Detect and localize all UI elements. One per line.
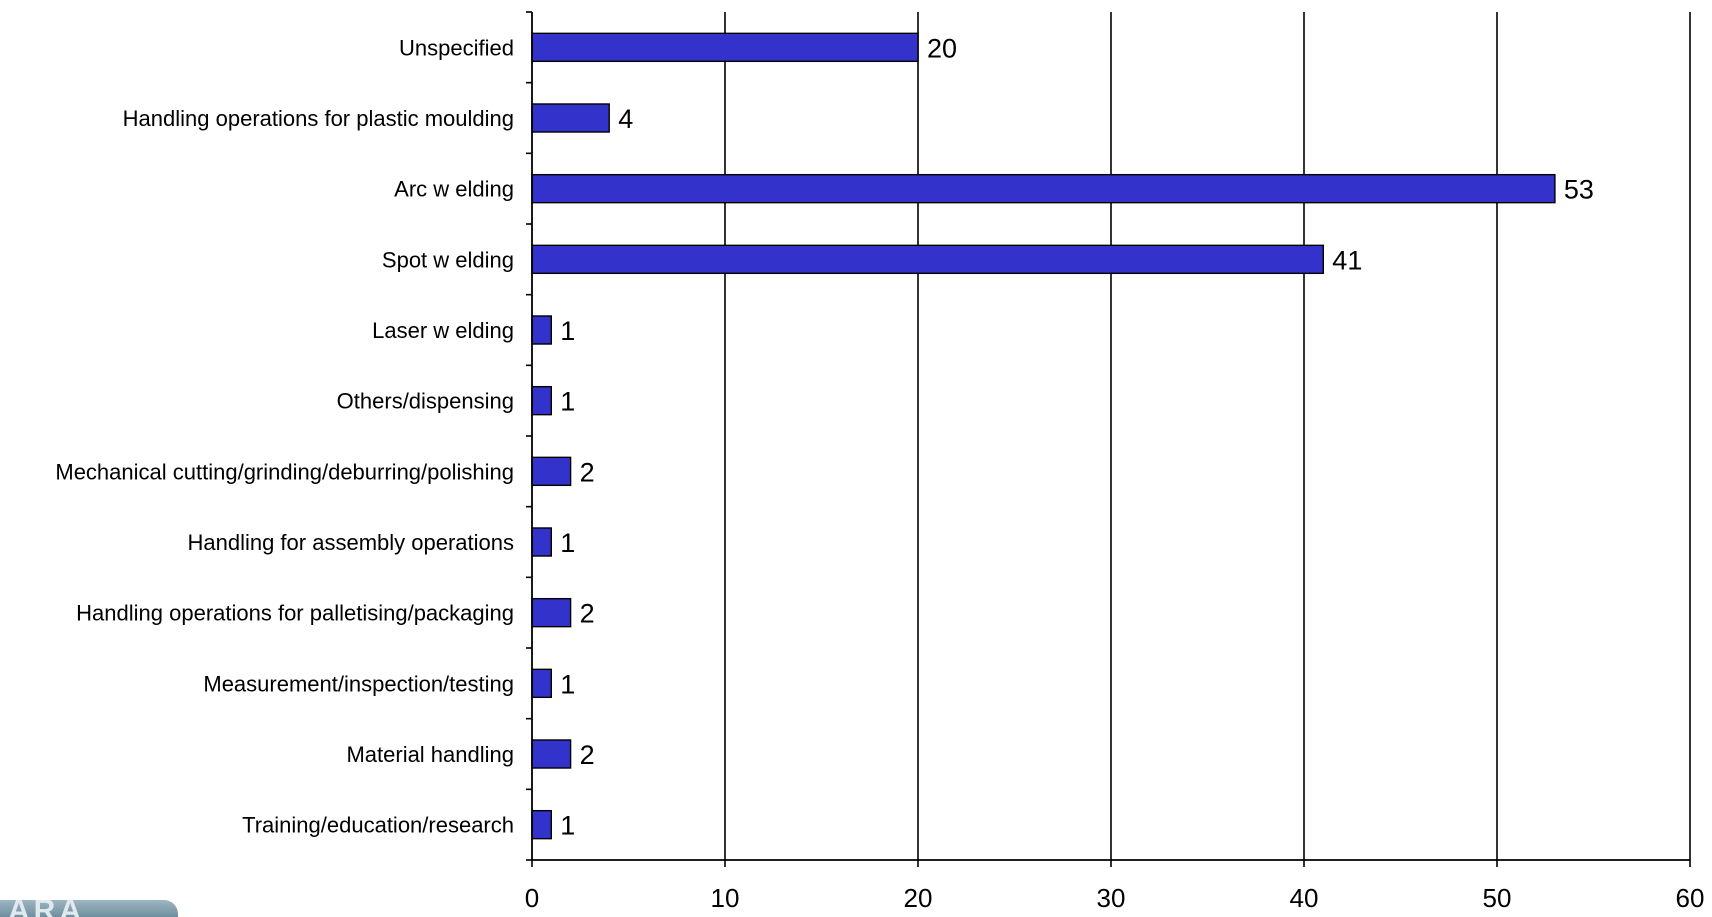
y-category-label: Handling operations for plastic moulding (123, 106, 514, 131)
y-category-label: Handling operations for palletising/pack… (76, 601, 514, 626)
logo: ARA (0, 900, 178, 917)
bar (531, 456, 572, 487)
bar (531, 809, 552, 840)
data-label: 2 (580, 457, 595, 487)
x-tick-label: 60 (1676, 883, 1705, 913)
bar (531, 385, 552, 416)
y-category-label: Material handling (346, 742, 514, 767)
logo-mark: ARA (8, 900, 85, 917)
data-label: 2 (580, 599, 595, 629)
grid-lines (724, 12, 1691, 860)
y-category-label: Training/education/research (242, 813, 514, 838)
bar (531, 668, 552, 699)
bar (531, 173, 1556, 204)
data-label: 1 (560, 528, 575, 558)
data-label: 4 (618, 104, 633, 134)
x-tick-label: 50 (1483, 883, 1512, 913)
bar (531, 32, 919, 63)
bar (531, 103, 610, 133)
bar (531, 739, 572, 769)
data-label: 53 (1564, 175, 1594, 205)
data-label: 2 (580, 740, 595, 770)
bar-series (531, 32, 1556, 840)
x-tick-label: 40 (1290, 883, 1319, 913)
y-category-label: Arc w elding (394, 177, 514, 202)
data-label: 1 (560, 316, 575, 346)
bar (531, 315, 552, 345)
data-label: 1 (560, 811, 575, 841)
y-category-label: Handling for assembly operations (187, 530, 514, 555)
y-category-label: Unspecified (399, 35, 514, 60)
x-tick-label: 20 (904, 883, 933, 913)
y-category-label: Mechanical cutting/grinding/deburring/po… (55, 459, 514, 484)
bar (531, 527, 552, 557)
data-label: 20 (927, 33, 957, 63)
data-label: 1 (560, 669, 575, 699)
bar (531, 597, 572, 628)
y-category-label: Others/dispensing (337, 389, 514, 414)
x-tick-label: 30 (1097, 883, 1126, 913)
y-category-label: Measurement/inspection/testing (203, 671, 514, 696)
y-category-label: Laser w elding (372, 318, 514, 343)
data-label: 1 (560, 387, 575, 417)
data-label: 41 (1332, 245, 1362, 275)
labels: 0 10 20 30 40 50 60 Unspecified 20 Handling opera… (55, 33, 1704, 913)
x-tick-label: 10 (711, 883, 740, 913)
x-tick-label: 0 (525, 883, 539, 913)
bar (531, 244, 1324, 275)
y-category-label: Spot w elding (382, 247, 514, 272)
axes (526, 11, 1691, 867)
